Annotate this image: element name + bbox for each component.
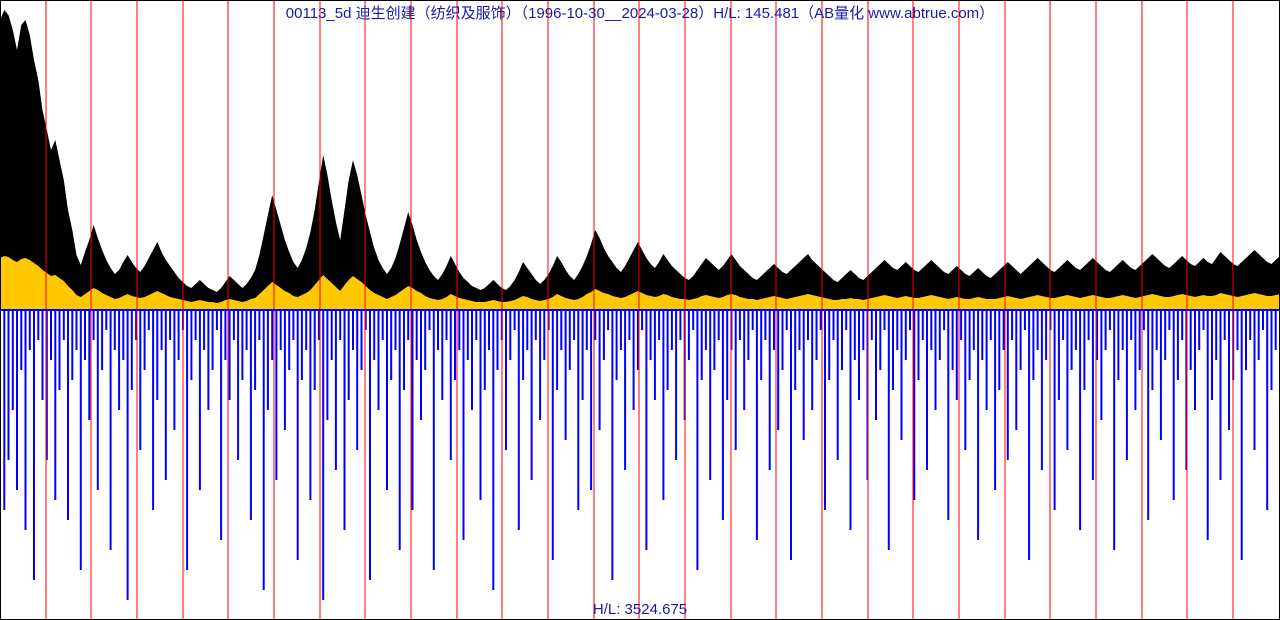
chart-bottom-label: H/L: 3524.675 (0, 601, 1280, 618)
chart-svg (0, 0, 1280, 620)
chart-title: 00113_5d 迪生创建（纺织及服饰）（1996-10-30__2024-03… (0, 2, 1280, 23)
stock-chart-container: 00113_5d 迪生创建（纺织及服饰）（1996-10-30__2024-03… (0, 0, 1280, 620)
